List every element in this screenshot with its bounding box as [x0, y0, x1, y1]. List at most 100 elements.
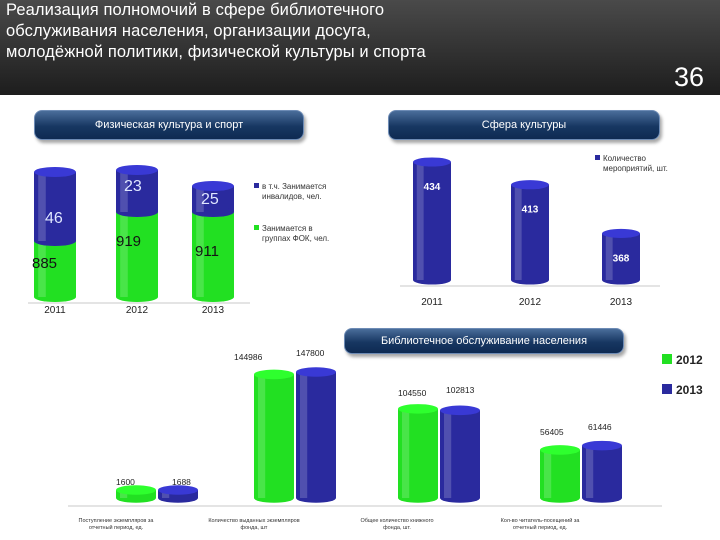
library-bar-2012-0-shine	[120, 490, 128, 498]
culture-bar-2012-top	[511, 180, 549, 190]
library-bar-2013-0-base	[158, 493, 198, 503]
sport-bar-green-2012-shine	[120, 212, 128, 297]
sport-bar-green-2012	[116, 212, 158, 297]
sport-bar-blue-2011-shine	[38, 172, 46, 241]
library-bar-2012-2	[398, 408, 438, 498]
library-xtick-2: Общее количество книжного фонда, шт.	[360, 518, 433, 531]
library-bar-2012-3-base	[540, 493, 580, 503]
library-legend-2013: 2013	[676, 383, 703, 397]
culture-xtick-2011: 2011	[421, 297, 443, 308]
sport-bar-blue-2011-base	[34, 235, 76, 247]
sport-bar-blue-2012-base	[116, 206, 158, 218]
library-bar-2012-0-base	[116, 493, 156, 503]
sport-bar-blue-2011-top	[34, 166, 76, 178]
library-label-2013-1: 147800	[296, 348, 325, 358]
culture-label-2011: 434	[424, 182, 441, 193]
culture-bar-2011-shine	[416, 162, 424, 280]
culture-bar-2013	[602, 233, 640, 280]
sport-label-green-2013: 911	[195, 243, 219, 260]
library-xtick-1: Количество выданных экземпляров фонда, шт	[208, 518, 299, 531]
library-bar-2013-1-base	[296, 493, 336, 503]
sport-legend-green: Занимается в группах ФОК, чел.	[262, 224, 329, 243]
library-chart-title: Библиотечное обслуживание населения	[344, 328, 624, 354]
library-bar-2012-1-base	[254, 493, 294, 503]
library-label-2012-0: 1600	[116, 477, 135, 487]
library-legend-swatch-2012	[662, 354, 672, 364]
sport-bar-green-2011-shine	[38, 241, 46, 297]
sport-label-blue-2012: 23	[124, 178, 142, 195]
library-bar-2013-3-top	[582, 440, 622, 451]
library-bar-2012-0-top	[116, 485, 156, 495]
page-number: 36	[673, 62, 704, 92]
library-xtick-0: Поступление экземпляров за отчетный перио…	[79, 518, 155, 531]
sport-xtick-2011: 2011	[44, 305, 66, 316]
culture-bar-2011	[413, 162, 451, 280]
culture-bar-2011-base	[413, 275, 451, 285]
sport-bar-blue-2012-top	[116, 164, 158, 176]
sport-bar-blue-2012	[116, 170, 158, 212]
library-bar-2013-2-top	[440, 405, 480, 416]
title-bar	[0, 0, 720, 95]
culture-legend: Количество мероприятий, шт.	[603, 154, 668, 173]
library-bar-2012-3-shine	[544, 449, 552, 498]
sport-bar-blue-2013-top	[192, 180, 234, 192]
library-bar-2013-2-base	[440, 493, 480, 503]
library-bar-2012-1-shine	[258, 374, 266, 498]
library-bar-2013-1	[296, 372, 336, 498]
sport-legend-swatch-green	[254, 225, 259, 230]
library-label-2012-1: 144986	[234, 352, 263, 362]
library-label-2012-3: 56405	[540, 427, 564, 437]
library-bar-2013-1-shine	[300, 372, 308, 498]
library-bar-2013-3-shine	[586, 445, 594, 498]
library-bar-2013-0-shine	[162, 490, 170, 498]
library-label-2013-3: 61446	[588, 422, 612, 432]
sport-bar-blue-2011	[34, 172, 76, 241]
sport-label-blue-2013: 25	[201, 191, 219, 208]
library-bar-2013-1-top	[296, 367, 336, 377]
sport-chart-title: Физическая культура и спорт	[34, 110, 304, 140]
library-bar-2013-2	[440, 410, 480, 498]
sport-bar-green-2013-shine	[196, 212, 204, 297]
sport-bar-green-2013-base	[192, 291, 234, 303]
slide-title: Реализация полномочий в сфере библиотечн…	[6, 1, 426, 61]
library-bar-2012-2-base	[398, 493, 438, 503]
sport-bar-blue-2013-base	[192, 206, 234, 218]
library-label-2013-0: 1688	[172, 477, 191, 487]
library-legend-swatch-2013	[662, 384, 672, 394]
library-bar-2013-2-shine	[444, 410, 452, 498]
culture-label-2013: 368	[613, 253, 630, 264]
culture-chart-title: Сфера культуры	[388, 110, 660, 140]
library-bar-2012-2-shine	[402, 408, 410, 498]
sport-legend-blue: в т.ч. Занимается инвалидов, чел.	[262, 182, 326, 201]
sport-bar-green-2011	[34, 241, 76, 297]
culture-label-2012: 413	[522, 205, 539, 216]
sport-label-green-2012: 919	[116, 233, 141, 250]
culture-legend-swatch	[595, 155, 600, 160]
library-bar-2012-1-top	[254, 369, 294, 380]
culture-bar-2012-shine	[514, 184, 522, 280]
library-bar-2012-3	[540, 449, 580, 498]
sport-legend-swatch-blue	[254, 183, 259, 188]
sport-label-blue-2011: 46	[45, 210, 63, 227]
sport-label-green-2011: 885	[32, 255, 57, 272]
culture-bar-2013-shine	[605, 233, 613, 280]
culture-bar-2013-top	[602, 228, 640, 239]
library-legend-2012: 2012	[676, 353, 703, 367]
sport-xtick-2012: 2012	[126, 305, 149, 316]
culture-bar-2012-base	[511, 275, 549, 285]
library-bar-2012-2-top	[398, 404, 438, 414]
library-bar-2012-1	[254, 374, 294, 498]
culture-bar-2011-top	[413, 157, 451, 167]
sport-bar-blue-2012-shine	[120, 170, 128, 212]
sport-bar-green-2011-base	[34, 291, 76, 303]
sport-bar-green-2013	[192, 212, 234, 297]
culture-xtick-2012: 2012	[519, 297, 542, 308]
culture-bar-2012	[511, 184, 549, 280]
sport-xtick-2013: 2013	[202, 305, 225, 316]
culture-xtick-2013: 2013	[610, 297, 633, 308]
library-bar-2013-3-base	[582, 493, 622, 503]
sport-bar-blue-2013-shine	[196, 186, 204, 212]
